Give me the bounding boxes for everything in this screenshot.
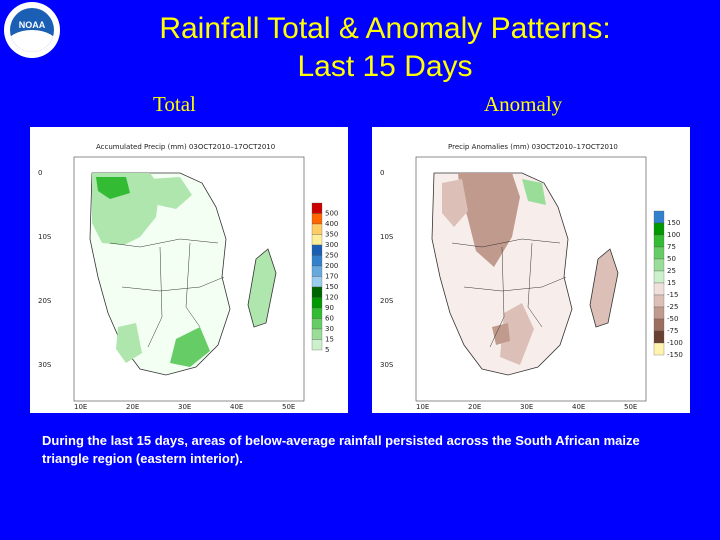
legend-swatch: [311, 276, 323, 288]
lon-label: 20E: [468, 403, 481, 411]
legend-swatch: [653, 270, 665, 284]
legend-swatch: [311, 213, 323, 225]
legend-label: -75: [667, 327, 678, 335]
legend-swatch: [311, 339, 323, 351]
anomaly-map-lat-labels: 0 10S 20S 30S: [380, 169, 394, 369]
anomaly-label: Anomaly: [484, 92, 563, 116]
legend-label: 250: [325, 252, 338, 260]
legend-swatch: [653, 210, 665, 224]
legend-swatch: [653, 342, 665, 356]
legend-swatch: [653, 222, 665, 236]
lon-label: 50E: [624, 403, 637, 411]
lon-label: 50E: [282, 403, 295, 411]
legend-swatch: [653, 318, 665, 332]
lon-label: 30E: [178, 403, 191, 411]
lat-label: 10S: [380, 233, 394, 241]
lat-label: 30S: [38, 361, 52, 369]
legend-label: -100: [667, 339, 683, 347]
lat-label: 20S: [38, 297, 52, 305]
legend-label: -25: [667, 303, 678, 311]
legend-swatch: [311, 328, 323, 340]
lon-label: 10E: [74, 403, 87, 411]
total-map: Accumulated Precip (mm) 03OCT2010–17OCT2…: [38, 143, 338, 411]
total-map-lat-labels: 0 10S 20S 30S: [38, 169, 52, 369]
total-label: Total: [153, 92, 196, 116]
lon-label: 40E: [572, 403, 585, 411]
legend-swatch: [311, 234, 323, 246]
legend-swatch: [653, 330, 665, 344]
legend-label: 15: [325, 336, 334, 344]
total-map-land: [89, 172, 277, 376]
legend-label: 150: [667, 219, 680, 227]
lon-label: 40E: [230, 403, 243, 411]
lat-label: 0: [380, 169, 384, 177]
total-map-lon-labels: 10E 20E 30E 40E 50E: [74, 403, 295, 411]
logo-wave: [10, 30, 54, 52]
anomaly-map: Precip Anomalies (mm) 03OCT2010–17OCT201…: [380, 143, 683, 411]
legend-swatch: [311, 286, 323, 298]
anomaly-map-panel: Precip Anomalies (mm) 03OCT2010–17OCT201…: [372, 127, 690, 413]
legend-label: 90: [325, 304, 334, 312]
total-map-header: Accumulated Precip (mm) 03OCT2010–17OCT2…: [96, 143, 275, 151]
lat-label: 30S: [380, 361, 394, 369]
legend-label: 120: [325, 294, 338, 302]
legend-label: 350: [325, 231, 338, 239]
legend-label: 50: [667, 255, 676, 263]
anomaly-map-land: [431, 172, 619, 376]
legend-swatch: [311, 307, 323, 319]
legend-label: 25: [667, 267, 676, 275]
legend-swatch: [311, 297, 323, 309]
legend-label: 500: [325, 210, 338, 218]
anomaly-map-lon-labels: 10E 20E 30E 40E 50E: [416, 403, 637, 411]
legend-label: -15: [667, 291, 678, 299]
legend-label: 15: [667, 279, 676, 287]
anomaly-map-frame: [415, 156, 647, 402]
legend-swatch: [653, 294, 665, 308]
lat-label: 20S: [380, 297, 394, 305]
lat-label: 0: [38, 169, 42, 177]
legend-swatch: [653, 246, 665, 260]
legend-label: -150: [667, 351, 683, 359]
legend-label: 170: [325, 273, 338, 281]
legend-swatch: [653, 258, 665, 272]
legend-label: 400: [325, 220, 338, 228]
legend-swatch: [311, 318, 323, 330]
slide-title: Rainfall Total & Anomaly Patterns: Last …: [100, 10, 670, 86]
legend-label: 300: [325, 241, 338, 249]
anomaly-map-legend: 150 100 75 50 25 15 -15 -25 -50 -75 -100 -150: [653, 210, 683, 359]
legend-swatch: [653, 234, 665, 248]
legend-swatch: [311, 255, 323, 267]
title-line-2: Last 15 Days: [297, 50, 473, 83]
noaa-logo-icon: NOAA: [4, 2, 60, 58]
legend-swatch: [311, 202, 323, 214]
legend-label: 5: [325, 346, 329, 354]
legend-swatch: [311, 223, 323, 235]
legend-label: -50: [667, 315, 678, 323]
legend-swatch: [311, 265, 323, 277]
legend-swatch: [311, 244, 323, 256]
total-map-borders: [109, 238, 225, 348]
legend-label: 150: [325, 283, 338, 291]
logo-text: NOAA: [18, 20, 46, 30]
total-map-frame: [73, 156, 305, 402]
lon-label: 10E: [416, 403, 429, 411]
total-map-panel: Accumulated Precip (mm) 03OCT2010–17OCT2…: [30, 127, 348, 413]
legend-label: 30: [325, 325, 334, 333]
legend-label: 75: [667, 243, 676, 251]
total-map-legend: 500 400 350 300 250 200 170 150 120 90 60 30 15 5: [311, 202, 338, 354]
lon-label: 20E: [126, 403, 139, 411]
caption-text: During the last 15 days, areas of below-…: [42, 433, 640, 466]
legend-label: 60: [325, 315, 334, 323]
legend-label: 100: [667, 231, 680, 239]
logo-emblem: NOAA: [10, 8, 54, 52]
lat-label: 10S: [38, 233, 52, 241]
legend-swatch: [653, 306, 665, 320]
anomaly-map-borders: [451, 238, 567, 348]
legend-swatch: [653, 282, 665, 296]
anomaly-map-header: Precip Anomalies (mm) 03OCT2010–17OCT201…: [448, 143, 618, 151]
lon-label: 30E: [520, 403, 533, 411]
title-line-1: Rainfall Total & Anomaly Patterns:: [159, 12, 611, 45]
legend-label: 200: [325, 262, 338, 270]
